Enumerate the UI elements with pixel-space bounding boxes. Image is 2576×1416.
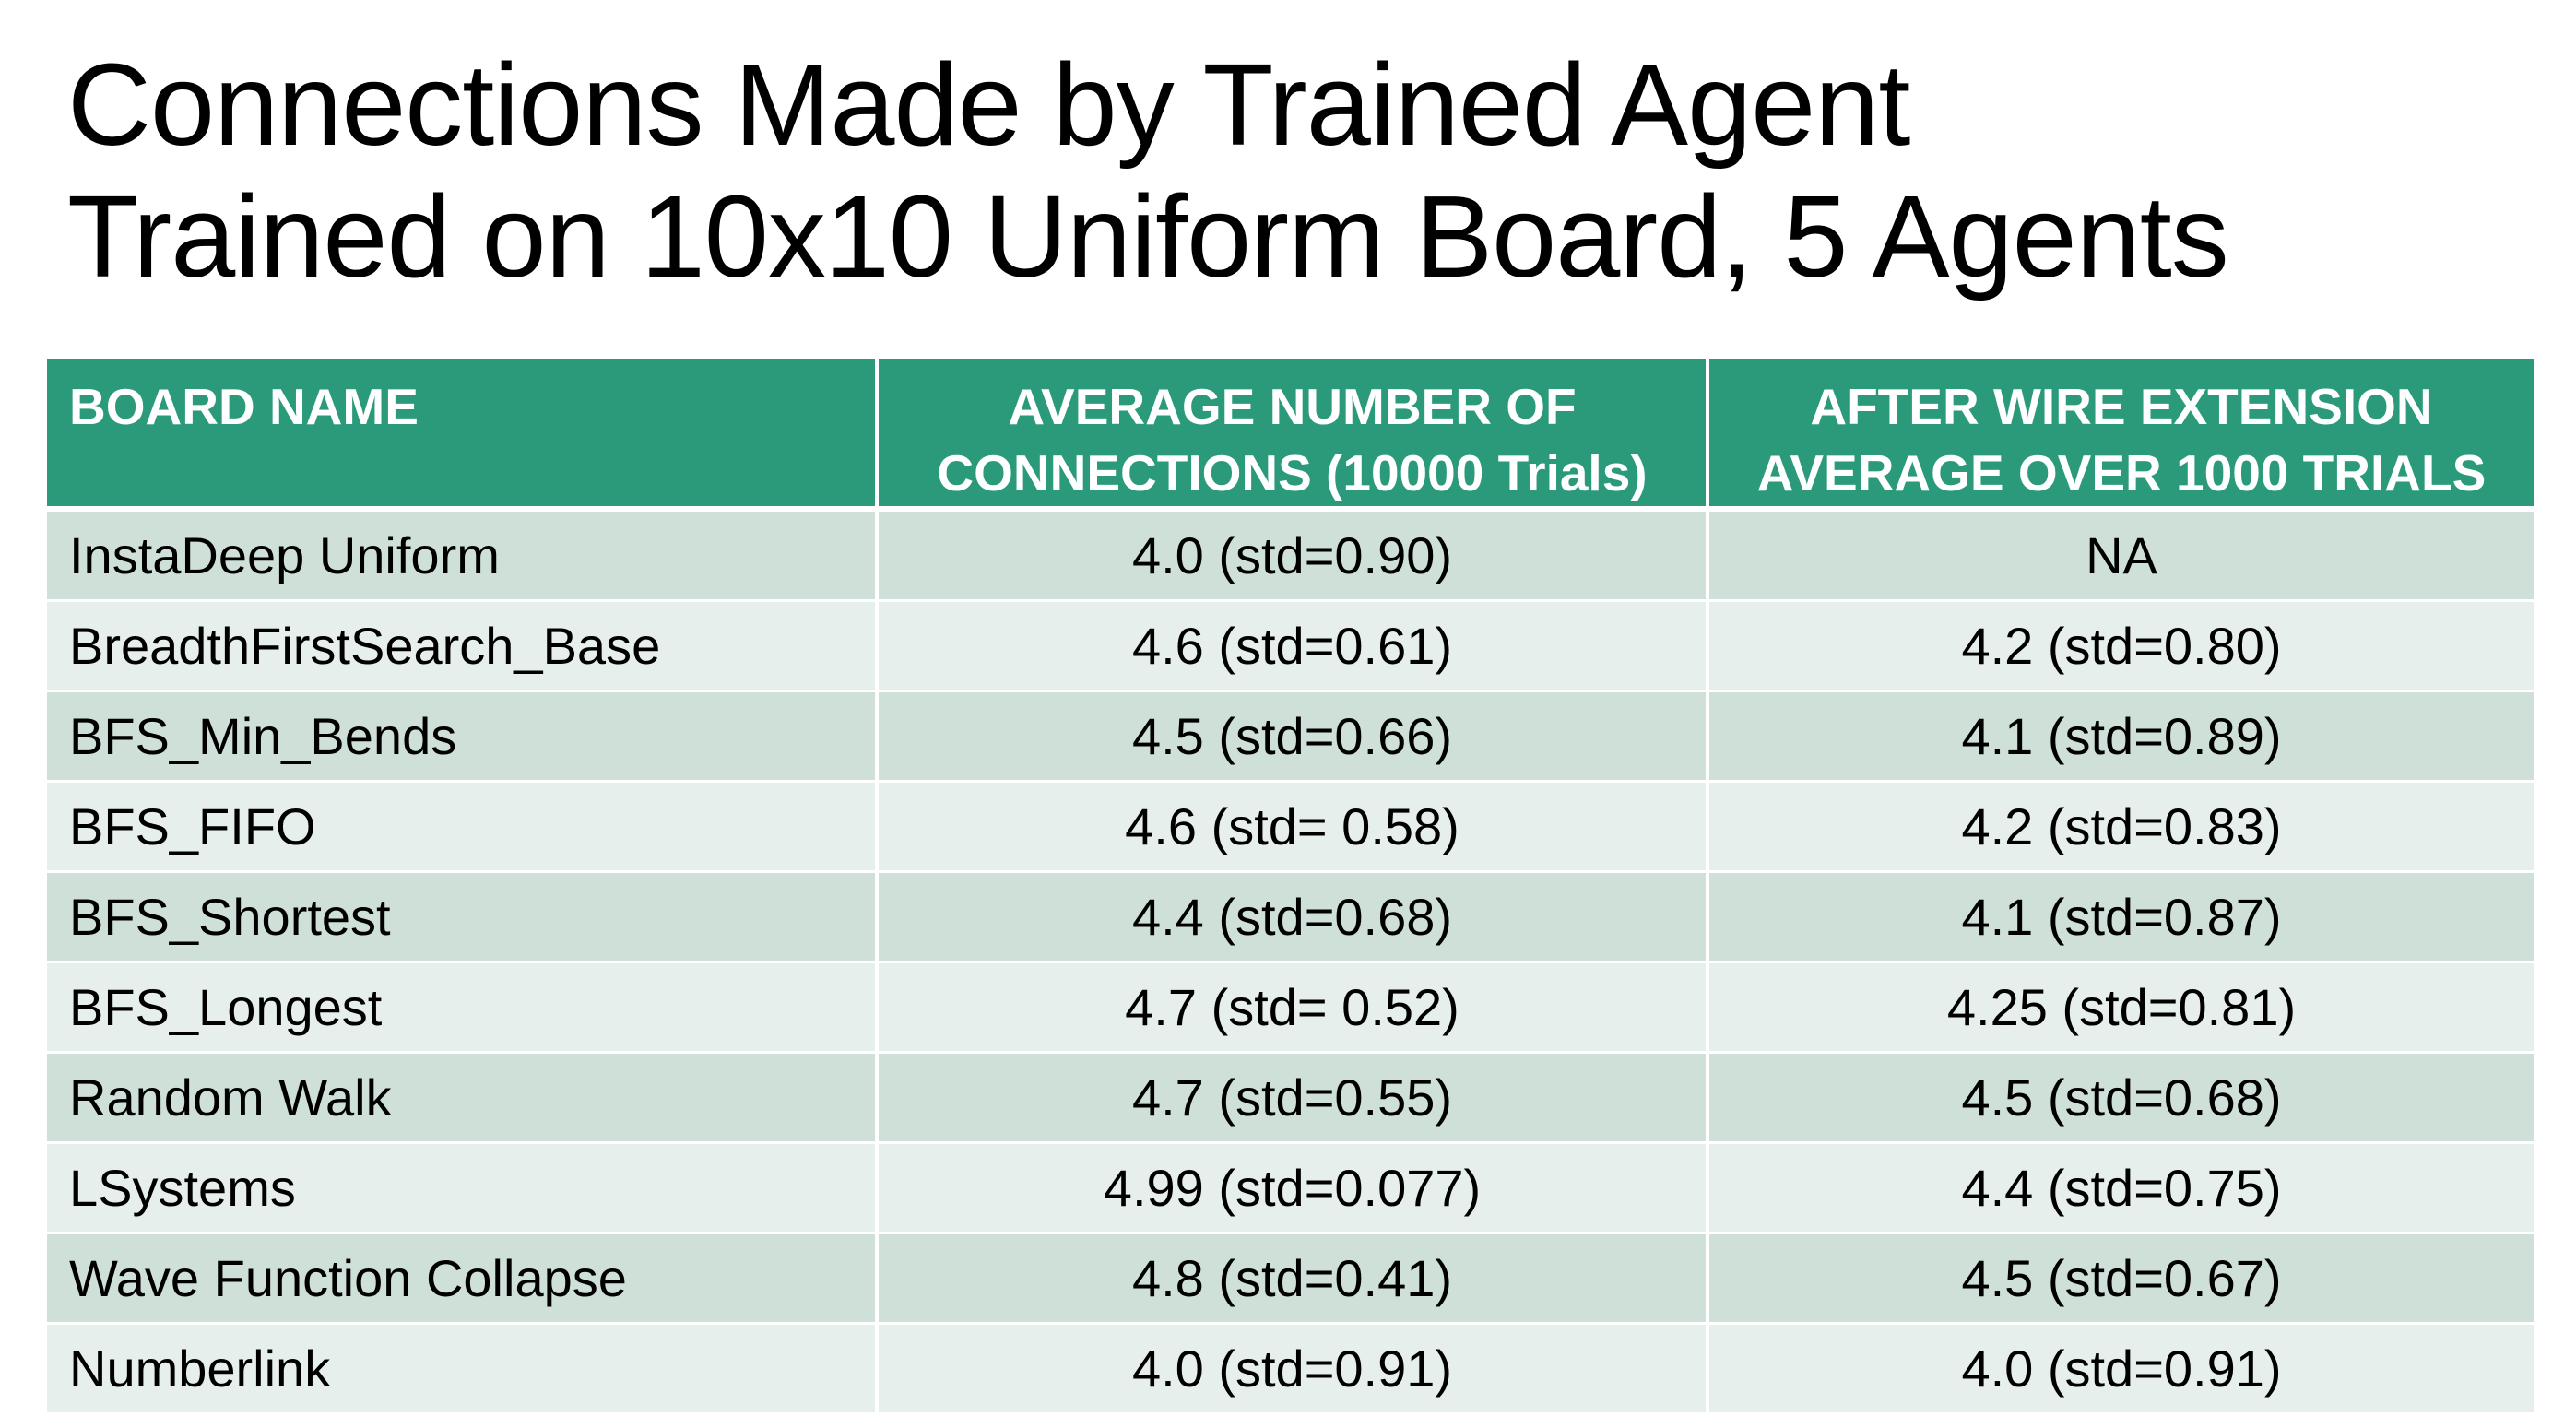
header-board-name: BOARD NAME (47, 359, 879, 512)
after-wire-extension-cell: 4.2 (std=0.80) (1707, 600, 2534, 692)
board-name-cell: BFS_FIFO (47, 781, 879, 873)
header-average-connections-line-2: CONNECTIONS (10000 Trials) (937, 444, 1648, 502)
table-row: BFS_Min_Bends 4.5 (std=0.66) 4.1 (std=0.… (47, 690, 2534, 783)
header-after-wire-extension: AFTER WIRE EXTENSION AVERAGE OVER 1000 T… (1707, 359, 2534, 512)
average-connections-cell: 4.7 (std= 0.52) (877, 962, 1709, 1054)
results-table-container: BOARD NAME AVERAGE NUMBER OF CONNECTIONS… (47, 359, 2534, 1415)
board-name-cell: BFS_Min_Bends (47, 690, 879, 783)
table-row: InstaDeep Uniform 4.0 (std=0.90) NA (47, 509, 2534, 602)
average-connections-cell: 4.99 (std=0.077) (877, 1142, 1709, 1234)
table-row: Wave Function Collapse 4.8 (std=0.41) 4.… (47, 1233, 2534, 1325)
table-row: Numberlink 4.0 (std=0.91) 4.0 (std=0.91) (47, 1323, 2534, 1415)
after-wire-extension-cell: 4.1 (std=0.87) (1707, 871, 2534, 963)
results-table: BOARD NAME AVERAGE NUMBER OF CONNECTIONS… (47, 359, 2534, 1415)
after-wire-extension-cell: 4.0 (std=0.91) (1707, 1323, 2534, 1415)
board-name-cell: Numberlink (47, 1323, 879, 1415)
board-name-cell: BFS_Shortest (47, 871, 879, 963)
title-line-2: Trained on 10x10 Uniform Board, 5 Agents (67, 171, 2229, 301)
after-wire-extension-cell: 4.1 (std=0.89) (1707, 690, 2534, 783)
table-row: BreadthFirstSearch_Base 4.6 (std=0.61) 4… (47, 600, 2534, 692)
header-after-wire-extension-line-2: AVERAGE OVER 1000 TRIALS (1756, 444, 2487, 502)
header-after-wire-extension-line-1: AFTER WIRE EXTENSION (1810, 378, 2433, 435)
header-average-connections-line-1: AVERAGE NUMBER OF (1008, 378, 1577, 435)
table-row: BFS_Longest 4.7 (std= 0.52) 4.25 (std=0.… (47, 962, 2534, 1054)
table-row: BFS_FIFO 4.6 (std= 0.58) 4.2 (std=0.83) (47, 781, 2534, 873)
average-connections-cell: 4.5 (std=0.66) (877, 690, 1709, 783)
header-board-name-label: BOARD NAME (69, 378, 419, 435)
board-name-cell: InstaDeep Uniform (47, 509, 879, 602)
table-row: BFS_Shortest 4.4 (std=0.68) 4.1 (std=0.8… (47, 871, 2534, 963)
average-connections-cell: 4.4 (std=0.68) (877, 871, 1709, 963)
after-wire-extension-cell: 4.4 (std=0.75) (1707, 1142, 2534, 1234)
average-connections-cell: 4.6 (std=0.61) (877, 600, 1709, 692)
average-connections-cell: 4.7 (std=0.55) (877, 1052, 1709, 1144)
board-name-cell: Wave Function Collapse (47, 1233, 879, 1325)
board-name-cell: BreadthFirstSearch_Base (47, 600, 879, 692)
table-header-row: BOARD NAME AVERAGE NUMBER OF CONNECTIONS… (47, 359, 2534, 512)
after-wire-extension-cell: NA (1707, 509, 2534, 602)
average-connections-cell: 4.0 (std=0.91) (877, 1323, 1709, 1415)
table-row: LSystems 4.99 (std=0.077) 4.4 (std=0.75) (47, 1142, 2534, 1234)
board-name-cell: LSystems (47, 1142, 879, 1234)
board-name-cell: BFS_Longest (47, 962, 879, 1054)
slide-title: Connections Made by Trained Agent Traine… (67, 39, 2229, 302)
after-wire-extension-cell: 4.5 (std=0.67) (1707, 1233, 2534, 1325)
after-wire-extension-cell: 4.25 (std=0.81) (1707, 962, 2534, 1054)
board-name-cell: Random Walk (47, 1052, 879, 1144)
average-connections-cell: 4.0 (std=0.90) (877, 509, 1709, 602)
table-row: Random Walk 4.7 (std=0.55) 4.5 (std=0.68… (47, 1052, 2534, 1144)
after-wire-extension-cell: 4.2 (std=0.83) (1707, 781, 2534, 873)
average-connections-cell: 4.8 (std=0.41) (877, 1233, 1709, 1325)
average-connections-cell: 4.6 (std= 0.58) (877, 781, 1709, 873)
title-line-1: Connections Made by Trained Agent (67, 40, 1910, 170)
header-average-connections: AVERAGE NUMBER OF CONNECTIONS (10000 Tri… (877, 359, 1709, 512)
after-wire-extension-cell: 4.5 (std=0.68) (1707, 1052, 2534, 1144)
